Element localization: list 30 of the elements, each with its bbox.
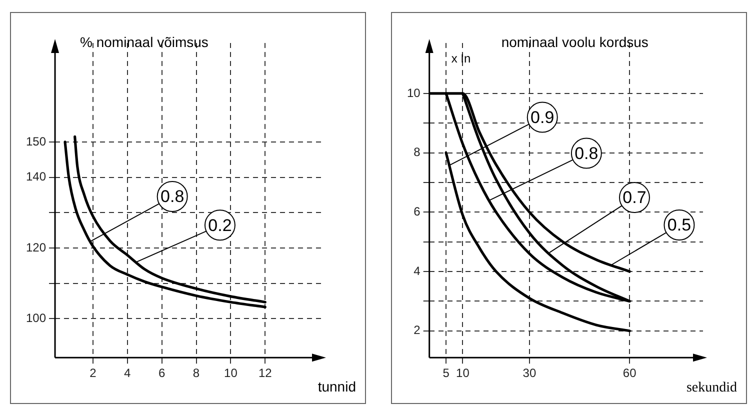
y-tick-label: 4 [414, 264, 421, 278]
x-tick-label: 10 [224, 366, 238, 380]
y-tick-label: 8 [414, 145, 421, 160]
text: 0.5 [667, 216, 692, 235]
text: 0.2 [208, 216, 232, 235]
text: 0.9 [530, 108, 554, 127]
x-tick-label: 30 [522, 366, 536, 380]
y-axis-title: x In [451, 51, 471, 66]
y-tick-label: 140 [26, 170, 46, 184]
y-tick-label: 6 [414, 204, 421, 218]
x-tick-label: 10 [456, 366, 470, 380]
x-tick-label: 4 [124, 366, 132, 380]
y-tick-label: 150 [26, 134, 46, 148]
x-tick-label: 6 [158, 366, 166, 380]
x-tick-label: 12 [258, 366, 272, 380]
y-tick-label: 100 [26, 311, 46, 326]
x-axis-title: sekundid [686, 380, 737, 396]
x-tick-label: 8 [192, 366, 200, 380]
text: 0.8 [160, 187, 184, 206]
x-axis-title: tunnid [318, 378, 356, 394]
chart-title: nominaal voolu kordsus [501, 34, 648, 50]
x-tick-label: 2 [90, 366, 97, 380]
y-tick-label: 120 [26, 240, 46, 254]
x-tick-label: 60 [622, 366, 637, 380]
text: 0.8 [574, 144, 598, 163]
x-tick-label: 5 [442, 366, 450, 380]
chart-title: % nominaal võimsus [80, 34, 208, 50]
y-tick-label: 2 [414, 323, 421, 338]
text: 0.7 [622, 188, 646, 208]
y-tick-label: 10 [406, 86, 421, 100]
